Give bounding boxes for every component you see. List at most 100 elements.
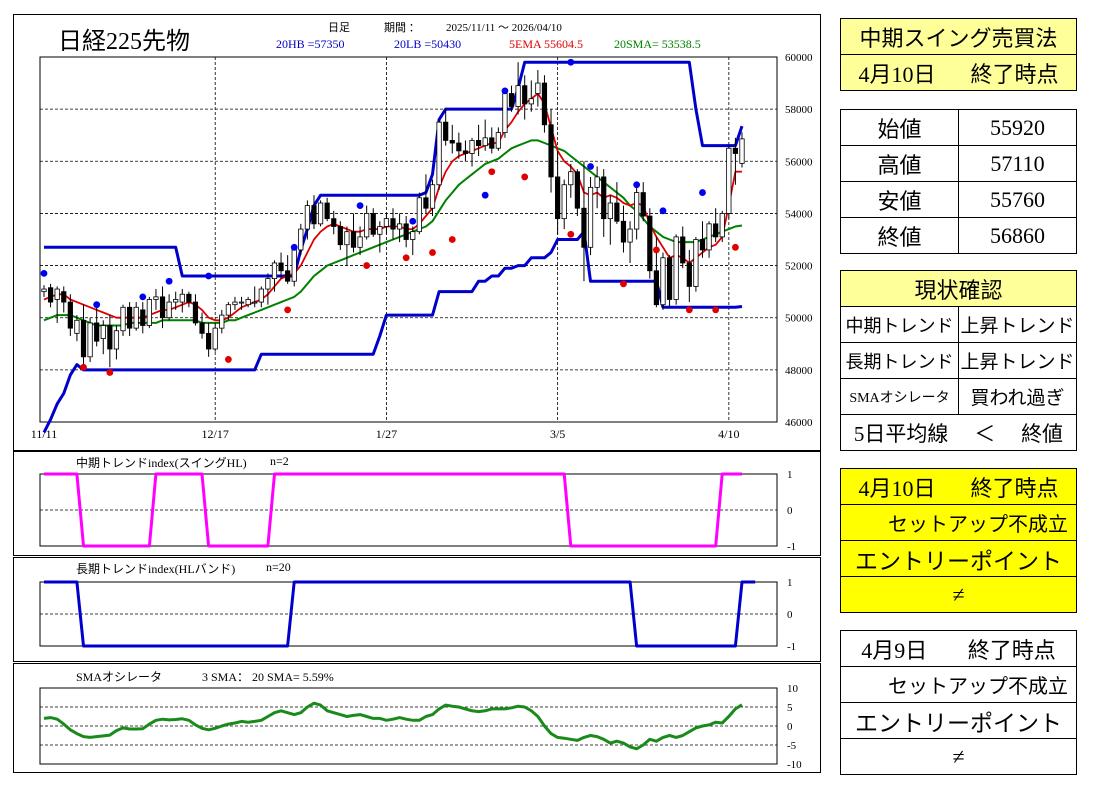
price-xtick-label: 1/27 xyxy=(376,427,397,441)
swing-low-dot xyxy=(448,236,456,243)
candle-bear xyxy=(686,262,692,287)
price-xtick-label: 3/5 xyxy=(550,427,565,441)
osc-svg-ytick-label: -5 xyxy=(787,740,797,752)
candle-bull xyxy=(495,132,501,149)
price-ytick-label: 46000 xyxy=(785,417,813,429)
status-osc-value: 買われ過ぎ xyxy=(958,378,1077,415)
candle-bull xyxy=(706,223,712,251)
candle-bull xyxy=(436,121,442,186)
candle-bull xyxy=(265,278,271,290)
swing-svg-ytick-label: 0 xyxy=(787,505,793,517)
price-ytick-label: 52000 xyxy=(785,261,813,273)
swing-svg-series-line xyxy=(44,472,742,548)
swing-low-dot xyxy=(620,280,627,288)
lb-legend: 20LB =50430 xyxy=(394,37,462,51)
candle-bull xyxy=(482,137,488,147)
candle-bear xyxy=(127,306,133,329)
candle-bear xyxy=(206,332,212,350)
candle-bear xyxy=(548,124,554,178)
hl-svg-ytick-label: 0 xyxy=(787,609,793,621)
swing-high-dot xyxy=(699,189,706,196)
candle-bear xyxy=(94,322,100,342)
candle-bear xyxy=(80,319,87,358)
swing-index-param: n=2 xyxy=(270,454,289,468)
swing-low-dot xyxy=(712,306,720,314)
candle-bear xyxy=(462,150,469,154)
swing-high-dot xyxy=(567,58,575,66)
ohlc-open-label: 始値 xyxy=(840,109,959,146)
candle-bull xyxy=(469,140,475,154)
candle-bull xyxy=(528,98,534,105)
candle-bear xyxy=(647,215,653,272)
swing-high-dot xyxy=(633,181,641,189)
sma-oscillator-panel: 10 5 0 -5 -10 SMAオシレータ 3 SMA： 20 SMA= 5.59% xyxy=(13,663,821,773)
candle-bear xyxy=(713,223,719,238)
candle-bull xyxy=(212,327,218,350)
price-ytick-label: 48000 xyxy=(785,365,813,377)
signal1-setup: セットアップ不成立 xyxy=(840,504,1077,541)
candle-bull xyxy=(291,249,297,282)
candle-bull xyxy=(535,82,541,94)
candle-bull xyxy=(225,304,231,316)
candle-bear xyxy=(324,202,330,220)
osc-svg-ytick-label: -10 xyxy=(787,759,802,771)
swing-low-dot xyxy=(652,246,660,254)
status-mid-label: 中期トレンド xyxy=(840,306,959,343)
candle-bull xyxy=(317,202,324,225)
hl-band-index-chart: 1 0 -1 xyxy=(39,577,796,653)
candle-bear xyxy=(107,325,113,350)
candle-bull xyxy=(232,301,238,306)
candle-bull xyxy=(120,306,126,332)
candle-bear xyxy=(278,262,284,272)
signal1-status: 終了時点 xyxy=(970,475,1059,501)
candle-bear xyxy=(476,140,482,147)
hb-legend: 20HB =57350 xyxy=(276,37,345,51)
candle-bull xyxy=(166,301,172,319)
ma-compare-left: 5日平均線 xyxy=(853,421,949,446)
candle-bear xyxy=(456,142,462,152)
status-title: 現状確認 xyxy=(840,270,1077,307)
candle-bear xyxy=(541,82,548,126)
candle-bull xyxy=(245,299,251,306)
candle-bear xyxy=(489,137,495,149)
candle-bull xyxy=(100,325,106,339)
sma-oscillator-chart: 10 5 0 -5 -10 xyxy=(39,683,802,771)
status-mid-value: 上昇トレンド xyxy=(958,306,1077,343)
price-ytick-label: 56000 xyxy=(785,156,813,168)
swing-high-dot xyxy=(139,293,147,301)
candle-bull xyxy=(719,213,725,238)
candle-bear xyxy=(192,301,199,324)
candle-bull xyxy=(673,236,679,300)
osc-param: 3 SMA： 20 SMA= 5.59% xyxy=(202,670,334,684)
signal2-date-row: 4月9日 終了時点 xyxy=(840,630,1077,667)
candle-bear xyxy=(620,220,627,243)
candle-bull xyxy=(739,138,745,164)
candle-bear xyxy=(522,85,528,105)
ohlc-low-value: 55760 xyxy=(958,181,1077,218)
swing-low-dot xyxy=(732,243,739,251)
candle-bear xyxy=(140,309,146,326)
swing-low-dot xyxy=(363,262,371,269)
candle-bull xyxy=(416,197,422,233)
swing-high-dot xyxy=(205,272,213,280)
candle-bear xyxy=(331,218,337,227)
candle-bull xyxy=(258,288,264,303)
swing-low-dot xyxy=(567,230,575,238)
candle-bull xyxy=(429,184,436,209)
candle-bull xyxy=(515,85,521,107)
candle-bull xyxy=(41,288,47,293)
candle-bull xyxy=(634,192,640,230)
candle-bull xyxy=(607,202,613,220)
timeframe-label: 日足 xyxy=(328,22,350,34)
hb-20-line xyxy=(44,60,744,278)
osc-svg-ytick-label: 10 xyxy=(787,683,799,695)
price-xtick-label: 11/11 xyxy=(31,427,57,441)
osc-svg-ytick-label: 5 xyxy=(787,702,793,714)
chart-title: 日経225先物 xyxy=(58,29,190,55)
ohlc-close-label: 終値 xyxy=(840,217,959,254)
swing-high-dot xyxy=(409,217,417,225)
candle-bear xyxy=(555,176,561,220)
method-title: 中期スイング売買法 xyxy=(840,18,1077,55)
candle-bull xyxy=(54,288,60,300)
swing-high-dot xyxy=(659,207,667,215)
